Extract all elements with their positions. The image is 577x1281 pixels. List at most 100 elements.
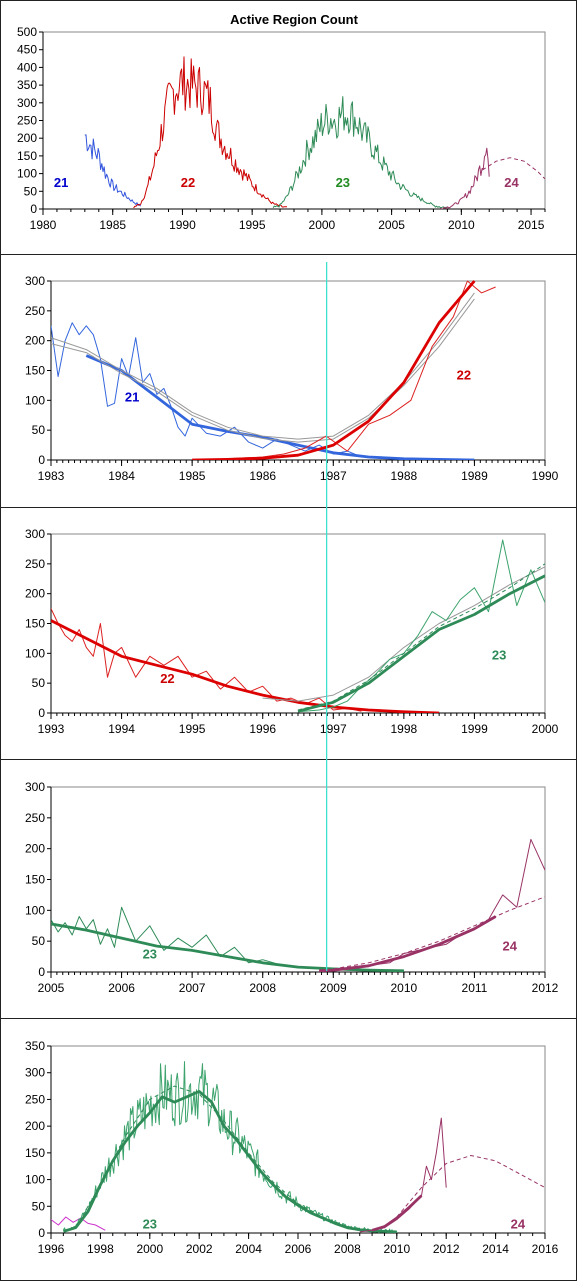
y-tick-label: 200 [17, 131, 37, 145]
series-line [51, 608, 362, 712]
y-tick-label: 200 [25, 1119, 45, 1133]
y-tick-label: 100 [25, 903, 45, 917]
x-tick-label: 1984 [108, 469, 135, 483]
x-tick-label: 2000 [532, 722, 559, 736]
x-tick-label: 1980 [30, 218, 57, 232]
cycle-label: 22 [181, 175, 195, 190]
plot-area [50, 786, 546, 973]
plot-area [50, 533, 546, 714]
x-tick-label: 2012 [532, 981, 559, 995]
y-tick-label: 100 [25, 646, 45, 660]
x-tick-label: 1995 [179, 722, 206, 736]
series-line [359, 1117, 447, 1233]
y-tick-label: 500 [17, 25, 37, 39]
x-tick-label: 2014 [482, 1242, 509, 1256]
series-line [75, 1085, 373, 1231]
series-line [51, 298, 475, 443]
y-tick-label: 350 [17, 78, 37, 92]
x-tick-label: 2005 [378, 218, 405, 232]
y-tick-label: 300 [25, 780, 45, 794]
chart-panel-4: 0 50 100 150 200 250 300 2005 2006 2007 2008 2009 20… [0, 759, 577, 1019]
cycle-label: 23 [336, 175, 350, 190]
cycle-label: 24 [502, 938, 517, 953]
y-tick-label: 0 [38, 453, 45, 467]
chart-panel-1: Active Region Count 0 50 100 150 200 250 300 350… [0, 0, 577, 255]
x-tick-label: 1993 [38, 722, 65, 736]
x-tick-label: 2002 [186, 1242, 213, 1256]
series-line [51, 1216, 106, 1231]
cycle-label: 23 [492, 647, 506, 662]
x-tick-label: 2009 [320, 981, 347, 995]
series-line [262, 566, 545, 702]
y-tick-label: 100 [25, 393, 45, 407]
y-tick-label: 50 [32, 1199, 46, 1213]
chart-title: Active Region Count [230, 12, 359, 27]
cycle-label: 23 [143, 946, 157, 961]
x-tick-label: 2012 [433, 1242, 460, 1256]
y-tick-label: 0 [38, 706, 45, 720]
x-tick-label: 2000 [136, 1242, 163, 1256]
y-tick-label: 0 [38, 965, 45, 979]
cycle-label: 24 [511, 1217, 526, 1232]
y-tick-label: 100 [25, 1173, 45, 1187]
y-tick-label: 200 [25, 842, 45, 856]
series-line [85, 354, 475, 460]
cycle-label: 21 [54, 175, 68, 190]
x-tick-label: 1988 [391, 469, 418, 483]
series-line [84, 134, 142, 207]
x-tick-label: 2005 [38, 981, 65, 995]
series-line [51, 906, 404, 972]
cycle-label: 22 [160, 671, 174, 686]
x-tick-label: 1994 [108, 722, 135, 736]
series-line [62, 1061, 398, 1233]
x-tick-label: 2011 [462, 981, 488, 995]
series-line [482, 157, 545, 180]
x-tick-label: 2000 [309, 218, 336, 232]
x-tick-label: 1986 [249, 469, 276, 483]
y-tick-label: 300 [25, 527, 45, 541]
y-tick-label: 150 [25, 364, 45, 378]
cycle-label: 21 [125, 390, 139, 405]
series-line [51, 619, 440, 713]
y-tick-label: 50 [32, 934, 46, 948]
chart-panel-3: 0 50 100 150 200 250 300 1993 1994 1995 1996 1997 19… [0, 507, 577, 760]
y-tick-label: 350 [25, 1039, 45, 1053]
y-tick-label: 400 [17, 60, 37, 74]
y-tick-label: 300 [25, 1066, 45, 1080]
series-line [51, 322, 362, 458]
series-line [51, 292, 475, 440]
y-tick-label: 50 [32, 423, 46, 437]
x-tick-label: 2008 [249, 981, 276, 995]
x-tick-label: 2006 [285, 1242, 312, 1256]
x-tick-label: 1996 [249, 722, 276, 736]
x-tick-label: 1985 [99, 218, 126, 232]
x-tick-label: 1996 [38, 1242, 65, 1256]
y-tick-label: 250 [25, 811, 45, 825]
y-tick-label: 100 [17, 167, 37, 181]
y-tick-label: 200 [25, 334, 45, 348]
x-tick-label: 2010 [391, 981, 418, 995]
x-tick-label: 2004 [235, 1242, 262, 1256]
y-tick-label: 450 [17, 43, 37, 57]
y-tick-label: 250 [25, 304, 45, 318]
y-tick-label: 150 [25, 1146, 45, 1160]
cycle-label: 22 [457, 367, 471, 382]
y-tick-label: 200 [25, 587, 45, 601]
series-line [62, 1090, 397, 1233]
x-tick-label: 2008 [334, 1242, 361, 1256]
y-tick-label: 250 [17, 114, 37, 128]
series-line [297, 539, 545, 713]
x-tick-label: 2010 [448, 218, 475, 232]
x-tick-label: 1990 [532, 469, 559, 483]
y-tick-label: 250 [25, 557, 45, 571]
x-tick-label: 2007 [179, 981, 206, 995]
y-tick-label: 50 [24, 184, 38, 198]
x-tick-label: 1999 [461, 722, 488, 736]
chart-1996-2016: 0 50 100 150 200 250 300 350 1996 1998 2000 2002 200… [25, 1039, 559, 1256]
x-tick-label: 1998 [391, 722, 418, 736]
y-tick-label: 250 [25, 1092, 45, 1106]
x-tick-label: 1997 [320, 722, 347, 736]
x-tick-label: 2015 [518, 218, 545, 232]
chart-cycle-21-22: 0 50 100 150 200 250 300 1983 1984 1985 1986 1987 19… [25, 274, 559, 483]
y-tick-label: 150 [17, 149, 37, 163]
